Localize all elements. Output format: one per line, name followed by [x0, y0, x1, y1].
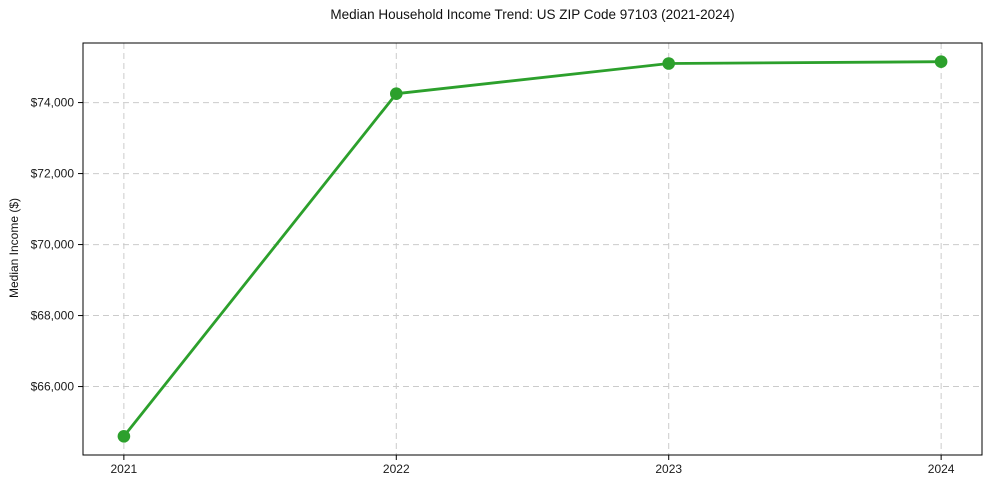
y-tick-label: $74,000 — [31, 96, 75, 110]
trend-line — [122, 60, 943, 438]
data-point-2023 — [662, 57, 675, 70]
x-tick-label: 2023 — [655, 462, 682, 476]
chart-title: Median Household Income Trend: US ZIP Co… — [330, 7, 735, 22]
x-tick-label: 2024 — [928, 462, 955, 476]
data-point-2021 — [117, 430, 131, 443]
data-point-2024 — [934, 55, 948, 68]
x-tick-label: 2022 — [383, 462, 410, 476]
x-tick-label: 2021 — [111, 462, 138, 476]
y-tick-label: $72,000 — [31, 167, 75, 181]
y-tick-label: $68,000 — [31, 309, 75, 323]
plot-border — [82, 42, 983, 456]
data-point-2022 — [390, 87, 403, 100]
y-tick-label: $70,000 — [31, 238, 75, 252]
y-tick-label: $66,000 — [31, 380, 75, 394]
